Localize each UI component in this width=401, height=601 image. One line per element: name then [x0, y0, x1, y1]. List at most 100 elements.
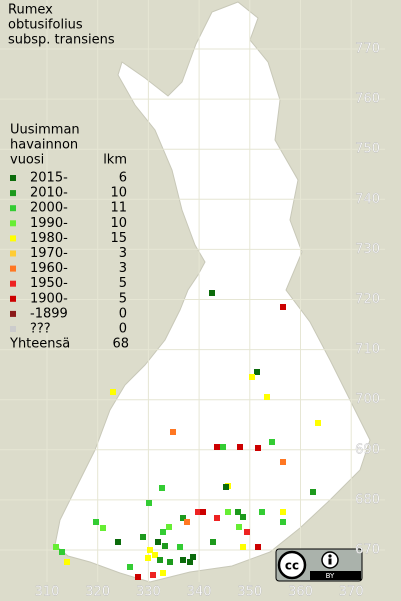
by-icon-body	[328, 558, 332, 565]
observation-square	[157, 557, 163, 563]
observation-square	[110, 389, 116, 395]
cc-icon	[277, 550, 307, 580]
x-axis-label: 360	[288, 585, 313, 600]
legend-label: ???	[30, 322, 51, 337]
observation-square	[249, 374, 255, 380]
y-axis-label: 690	[355, 442, 380, 457]
legend-swatch	[10, 175, 16, 181]
legend-label: 2000-	[30, 201, 68, 216]
observation-square	[64, 559, 70, 565]
by-icon-head	[328, 554, 332, 558]
observations	[53, 290, 321, 580]
observation-square	[187, 559, 193, 565]
observation-square	[59, 549, 65, 555]
observation-square	[170, 429, 176, 435]
x-axis-label: 320	[85, 585, 110, 600]
observation-square	[180, 557, 186, 563]
observation-square	[214, 444, 220, 450]
legend-count: 10	[110, 216, 127, 231]
observation-square	[235, 509, 241, 515]
observation-square	[162, 543, 168, 549]
observation-square	[167, 559, 173, 565]
legend-heading: vuosi	[10, 153, 44, 168]
observation-square	[177, 544, 183, 550]
legend-swatch	[10, 280, 16, 287]
legend-count: 5	[119, 276, 127, 291]
legend-swatch	[10, 205, 16, 212]
legend-label: 1970-	[30, 246, 68, 261]
y-axis-label: 710	[355, 342, 380, 357]
legend-heading: Uusimman	[10, 123, 80, 138]
legend-swatch	[10, 235, 16, 242]
title-line: Rumex	[8, 3, 53, 18]
x-axis-label: 370	[339, 585, 364, 600]
observation-square	[195, 509, 201, 515]
observation-square	[255, 544, 261, 550]
legend-swatch	[10, 190, 16, 197]
observation-square	[200, 509, 206, 515]
observation-square	[159, 485, 165, 491]
license-badge: cc BY	[275, 548, 363, 582]
legend-heading: havainnon	[10, 138, 78, 153]
observation-square	[147, 547, 153, 553]
observation-square	[259, 509, 265, 515]
y-axis-label: 670	[355, 543, 380, 558]
legend-count: 0	[119, 322, 127, 337]
badge-band	[310, 571, 361, 580]
observation-square	[127, 564, 133, 570]
legend-count-heading: lkm	[103, 153, 127, 168]
legend-label: -1899	[30, 306, 68, 321]
observation-square	[166, 524, 172, 530]
y-axis-label: 740	[355, 192, 380, 207]
legend-count: 11	[110, 201, 127, 216]
legend-swatch	[10, 220, 16, 227]
observation-square	[280, 509, 286, 515]
observation-square	[264, 394, 270, 400]
legend-swatch	[10, 265, 16, 272]
legend-count: 15	[110, 231, 127, 246]
by-text: BY	[326, 572, 335, 580]
observation-square	[225, 509, 231, 515]
legend-swatch	[10, 326, 16, 332]
observation-square	[310, 489, 316, 495]
legend-label: 1990-	[30, 216, 68, 231]
observation-square	[160, 529, 166, 535]
observation-square	[280, 459, 286, 465]
legend-count: 3	[119, 261, 127, 276]
legend-label: 1900-	[30, 291, 68, 306]
observation-square	[240, 544, 246, 550]
observation-square	[152, 552, 158, 558]
observation-square	[220, 444, 226, 450]
y-axis-label: 680	[355, 492, 380, 507]
observation-square	[223, 484, 229, 490]
title-line: subsp. transiens	[8, 33, 115, 48]
observation-square	[150, 572, 156, 578]
observation-square	[160, 570, 166, 576]
observation-square	[254, 369, 260, 375]
legend-label: 2010-	[30, 186, 68, 201]
y-axis-label: 730	[355, 242, 380, 257]
observation-square	[240, 514, 246, 520]
legend-swatch	[10, 250, 16, 257]
cc-text: cc	[285, 559, 299, 573]
legend-swatch	[10, 310, 16, 317]
observation-square	[115, 539, 121, 545]
observation-square	[269, 439, 275, 445]
observation-square	[209, 290, 215, 296]
observation-square	[135, 574, 141, 580]
legend-total-label: Yhteensä	[9, 337, 70, 352]
legend-count: 3	[119, 246, 127, 261]
y-axis-label: 720	[355, 292, 380, 307]
observation-square	[145, 555, 151, 561]
observation-square	[255, 445, 261, 451]
legend-label: 2015-	[30, 171, 68, 186]
observation-square	[180, 515, 186, 521]
observation-square	[146, 500, 152, 506]
observation-square	[184, 519, 190, 525]
grid	[0, 0, 385, 582]
legend-label: 1960-	[30, 261, 68, 276]
legend-count: 0	[119, 306, 127, 321]
y-axis-label: 760	[355, 92, 380, 107]
legend-label: 1950-	[30, 276, 68, 291]
